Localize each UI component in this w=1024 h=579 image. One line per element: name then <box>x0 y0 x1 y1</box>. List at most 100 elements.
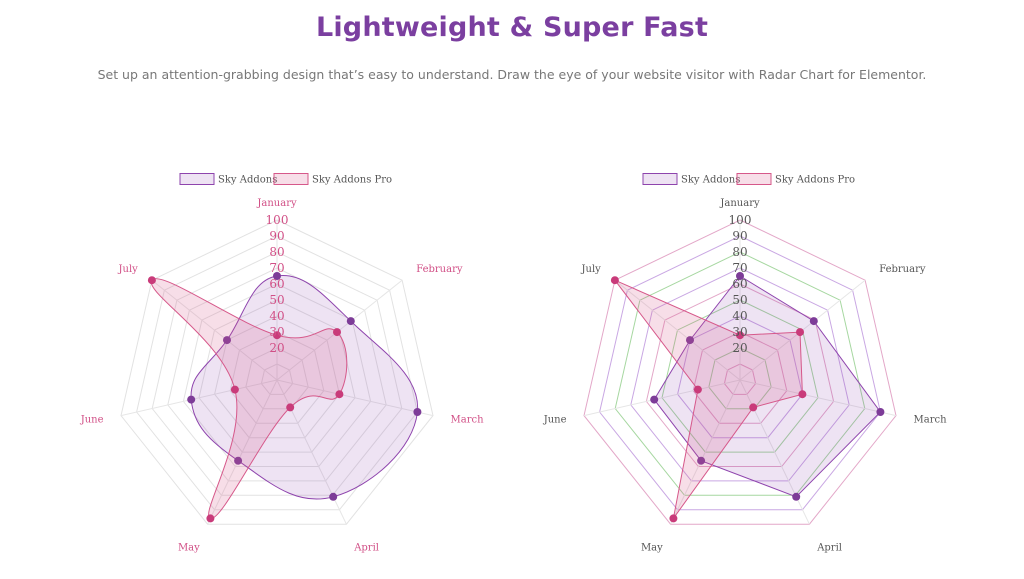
grid-spoke <box>614 279 741 381</box>
tick-label: 30 <box>269 325 284 339</box>
data-point-june <box>230 385 239 394</box>
data-point-may <box>669 514 678 523</box>
legend-label: Sky Addons Pro <box>312 175 392 186</box>
grid-ring <box>661 299 819 453</box>
data-point-march <box>876 408 885 416</box>
axis-labels: January February March April May June July <box>543 198 947 553</box>
tick-label: 20 <box>269 341 284 355</box>
data-point-march <box>335 390 344 399</box>
grid-spoke <box>151 279 278 381</box>
grid-ring <box>645 283 835 467</box>
grid-spoke <box>583 379 741 417</box>
series-area <box>653 275 882 498</box>
axis-label-may: May <box>641 542 663 553</box>
axis-label-january: January <box>256 198 297 209</box>
series-2 <box>610 276 807 523</box>
grid-ring <box>614 251 866 496</box>
data-point-april <box>329 492 338 501</box>
axis-label-february: February <box>879 264 926 275</box>
data-point-june <box>187 395 196 404</box>
data-point-march <box>798 390 807 399</box>
page-subtitle: Set up an attention-grabbing design that… <box>97 67 927 82</box>
data-point-june <box>650 395 659 404</box>
series-1 <box>187 272 422 501</box>
legend: Sky Addons Sky Addons Pro <box>179 173 392 186</box>
tick-labels: 20 30 40 50 60 70 80 90 100 <box>729 213 752 355</box>
axis-label-june: June <box>543 415 567 426</box>
series-area <box>613 278 803 519</box>
data-point-july <box>147 276 156 285</box>
data-point-may <box>206 514 215 523</box>
legend-label: Sky Addons <box>681 175 740 186</box>
data-point-february <box>796 328 804 337</box>
tick-label: 60 <box>269 277 284 291</box>
series-2 <box>147 276 348 523</box>
data-point-july <box>686 336 694 345</box>
axis-label-may: May <box>178 542 200 553</box>
grid-ring <box>583 219 897 525</box>
axis-labels: January February March April May June July <box>80 198 484 553</box>
grid-ring <box>167 267 387 482</box>
axis-label-february: February <box>416 264 463 275</box>
grid-ring <box>599 235 881 511</box>
grid-ring <box>214 315 340 439</box>
tick-label: 50 <box>732 293 747 307</box>
axis-label-january: January <box>719 198 760 209</box>
tick-label: 30 <box>732 325 747 339</box>
grid-ring <box>692 331 788 424</box>
axis-label-march: March <box>914 415 948 426</box>
tick-label: 50 <box>269 293 284 307</box>
tick-label: 70 <box>732 261 747 275</box>
tick-label: 80 <box>732 245 747 259</box>
tick-label: 90 <box>269 229 284 243</box>
data-point-january <box>273 272 281 280</box>
grid-spoke <box>670 379 741 525</box>
legend: Sky Addons Sky Addons Pro <box>642 173 855 186</box>
grid-ring <box>723 363 757 395</box>
grid-spoke <box>276 379 434 417</box>
radar-grid <box>120 219 434 525</box>
grid-ring <box>198 299 356 453</box>
data-point-june <box>693 385 702 394</box>
data-point-april <box>286 403 295 412</box>
radar-grid <box>583 219 897 525</box>
legend-swatch <box>179 173 215 185</box>
legend-swatch <box>273 173 309 185</box>
data-point-july <box>223 336 231 345</box>
page-title: Lightweight & Super Fast <box>315 12 709 43</box>
data-point-may <box>234 456 243 465</box>
axis-label-june: June <box>80 415 104 426</box>
axis-label-july: July <box>118 264 139 275</box>
legend-label: Sky Addons Pro <box>775 175 855 186</box>
data-point-march <box>413 408 422 416</box>
data-point-february <box>809 317 818 326</box>
axis-label-april: April <box>353 542 379 553</box>
grid-spoke <box>120 379 278 417</box>
series-1 <box>650 272 885 501</box>
data-point-july <box>610 276 619 285</box>
tick-label: 80 <box>269 245 284 259</box>
grid-ring <box>120 219 434 525</box>
grid-ring <box>260 363 294 395</box>
grid-ring <box>151 251 403 496</box>
data-point-may <box>697 456 706 465</box>
tick-label: 70 <box>269 261 284 275</box>
grid-spoke <box>207 379 278 525</box>
tick-label: 60 <box>732 277 747 291</box>
tick-label: 100 <box>266 213 289 227</box>
grid-ring <box>630 267 850 482</box>
data-point-january <box>736 331 744 340</box>
tick-label: 100 <box>729 213 752 227</box>
grid-ring <box>245 347 309 410</box>
legend-swatch <box>642 173 678 185</box>
tick-label: 20 <box>732 341 747 355</box>
grid-spoke <box>739 379 897 417</box>
tick-label: 90 <box>732 229 747 243</box>
data-point-january <box>273 331 281 340</box>
data-point-january <box>736 272 744 280</box>
tick-labels: 20 30 40 50 60 70 80 90 100 <box>266 213 289 355</box>
axis-label-july: July <box>581 264 602 275</box>
data-point-february <box>346 317 355 326</box>
